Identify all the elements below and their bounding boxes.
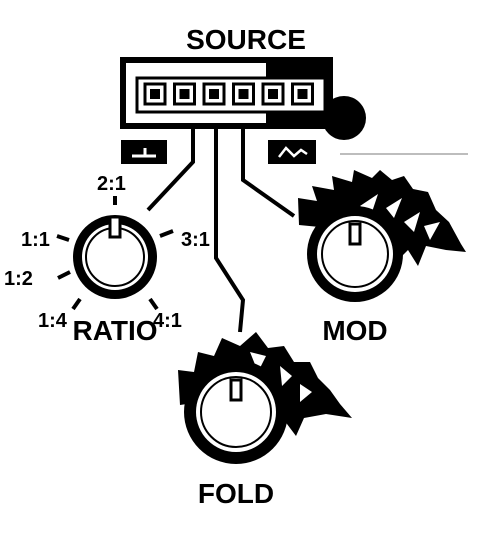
source-cell-3[interactable]	[202, 82, 226, 106]
source-cell-5[interactable]	[261, 82, 285, 106]
mod-knob[interactable]	[307, 206, 403, 302]
ratio-tick-1-4: 1:4	[38, 310, 68, 332]
ratio-label: RATIO	[72, 315, 157, 346]
fold-knob[interactable]	[184, 360, 288, 464]
fold-knob-pointer	[229, 378, 243, 402]
ratio-tick-marks	[56, 196, 174, 311]
ratio-tick-4-1: 4:1	[153, 310, 182, 332]
source-label: SOURCE	[186, 24, 306, 55]
source-cell-6[interactable]	[291, 82, 314, 106]
ratio-tick-1-1: 1:1	[21, 229, 50, 251]
fold-lead	[214, 126, 246, 333]
fold-label: FOLD	[198, 478, 274, 509]
source-cell-4[interactable]	[232, 82, 255, 106]
ratio-lead	[146, 126, 195, 212]
ratio-tick-1-2: 1:2	[4, 268, 33, 290]
source-selector[interactable]	[120, 57, 366, 140]
step-wave-icon	[121, 140, 167, 164]
ratio-tick-3-1: 3:1	[181, 229, 210, 251]
ratio-knob[interactable]	[73, 215, 157, 299]
source-cell-2[interactable]	[173, 82, 196, 106]
sine-wave-icon	[268, 140, 316, 164]
mod-knob-pointer	[348, 222, 362, 246]
source-cells	[143, 82, 314, 106]
ratio-knob-pointer	[108, 215, 122, 239]
mod-label: MOD	[322, 315, 387, 346]
source-cell-1[interactable]	[143, 82, 167, 106]
mod-lead	[241, 126, 296, 218]
ratio-tick-2-1: 2:1	[97, 173, 126, 195]
